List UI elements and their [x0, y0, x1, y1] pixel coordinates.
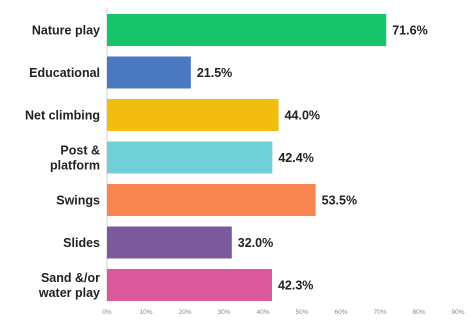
x-tick-labels: 0% 10% 20% 30% 40% 50% 60% 70% 80% 90% — [102, 309, 464, 316]
category-label: Slides — [63, 236, 100, 250]
x-tick-label: 40% — [256, 309, 269, 316]
category-labels: Nature play Educational Net climbing Post &… — [25, 24, 100, 301]
category-label: Sand &/or water play — [38, 271, 100, 300]
value-label: 53.5% — [322, 194, 357, 208]
value-label: 44.0% — [285, 109, 320, 123]
x-tick-label: 50% — [295, 309, 308, 316]
bar — [107, 184, 316, 216]
value-label: 42.4% — [278, 151, 313, 165]
x-tick-label: 0% — [102, 309, 112, 316]
value-label: 71.6% — [392, 24, 427, 38]
category-label: Net climbing — [25, 109, 100, 123]
value-label: 32.0% — [238, 236, 273, 250]
category-label: Post & platform — [50, 144, 100, 173]
x-tick-label: 70% — [373, 309, 386, 316]
bar — [107, 226, 232, 259]
x-tick-label: 10% — [139, 309, 152, 316]
bar — [107, 56, 191, 89]
x-tick-label: 80% — [412, 309, 425, 316]
category-label: Educational — [29, 66, 100, 80]
x-tick-label: 60% — [334, 309, 347, 316]
bar — [107, 99, 279, 131]
value-labels: 71.6% 21.5% 44.0% 42.4% 53.5% 32.0% 42.3% — [197, 24, 428, 293]
value-label: 21.5% — [197, 66, 232, 80]
x-tick-label: 20% — [178, 309, 191, 316]
bar — [107, 14, 387, 46]
x-tick-label: 30% — [217, 309, 230, 316]
bar — [107, 141, 273, 174]
bars-group — [107, 14, 387, 301]
category-label: Nature play — [32, 24, 100, 38]
value-label: 42.3% — [278, 279, 313, 293]
category-label: Swings — [56, 194, 100, 208]
x-tick-label: 90% — [451, 309, 464, 316]
bar — [107, 269, 272, 301]
